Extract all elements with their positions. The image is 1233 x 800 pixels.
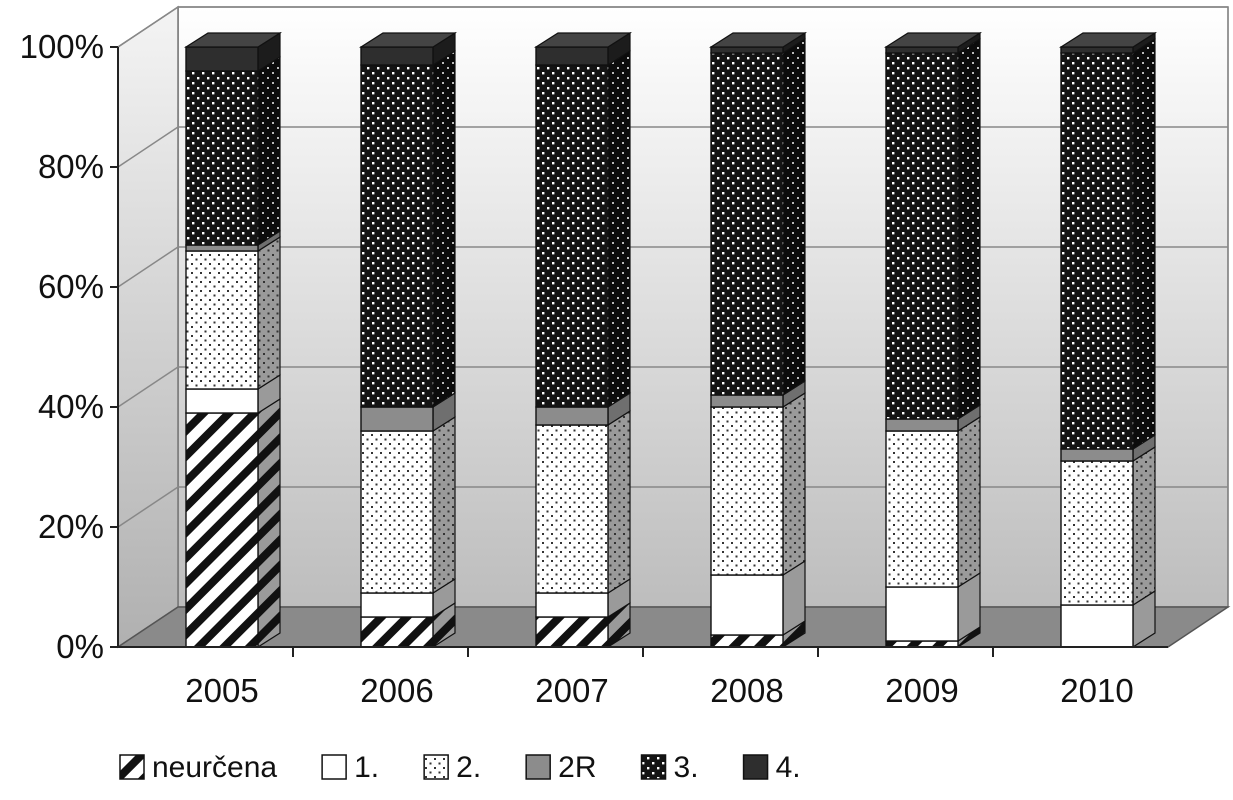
- bar-segment: [885, 586, 959, 642]
- bar-segment-side: [432, 415, 456, 595]
- bar-stack-2006: [358, 31, 458, 649]
- bar-segment-side: [257, 397, 281, 649]
- y-tick-label: 60%: [38, 268, 104, 305]
- gridline: [117, 486, 1228, 528]
- bar-segment: [710, 634, 784, 648]
- bar-segment: [710, 46, 784, 54]
- bar-segment: [885, 430, 959, 588]
- bar-segment-side: [1132, 445, 1156, 607]
- legend-swatch: [119, 754, 145, 780]
- bar-segment-side: [782, 391, 806, 577]
- bar-segment: [1060, 52, 1134, 450]
- bar-segment: [535, 64, 609, 408]
- gridline: [117, 366, 1228, 408]
- bar-segment: [360, 430, 434, 594]
- bar-segment: [710, 574, 784, 636]
- legend-item: neurčena: [119, 751, 277, 784]
- legend-item: 3.: [640, 751, 699, 784]
- legend-label: 1.: [354, 751, 379, 784]
- legend-swatch: [640, 754, 667, 780]
- x-tick-label: 2006: [360, 672, 433, 709]
- bar-stack-2009: [883, 31, 983, 649]
- x-tick-label: 2008: [710, 672, 783, 709]
- x-tick-label: 2005: [185, 672, 258, 709]
- bar-segment-side: [607, 409, 631, 595]
- bar-segment: [885, 418, 959, 432]
- bar-top: [358, 32, 458, 48]
- legend-label: 4.: [776, 751, 801, 784]
- bar-segment: [710, 52, 784, 396]
- legend-item: 2.: [423, 751, 481, 784]
- bar-segment: [535, 406, 609, 426]
- bar-segment: [360, 46, 434, 66]
- gridline: [117, 246, 1228, 288]
- y-tick-label: 40%: [38, 388, 104, 425]
- y-tick-label: 80%: [38, 148, 104, 185]
- bar-segment-side: [957, 415, 981, 589]
- x-tick-label: 2009: [885, 672, 958, 709]
- bar-segment: [1060, 448, 1134, 462]
- bar-segment: [1060, 460, 1134, 606]
- bar-top: [533, 32, 633, 48]
- legend-label: 3.: [674, 751, 699, 784]
- x-tick-label: 2010: [1060, 672, 1133, 709]
- legend-item: 4.: [742, 751, 801, 784]
- bar-segment: [185, 46, 259, 72]
- bar-segment: [185, 250, 259, 390]
- bar-segment: [885, 52, 959, 420]
- bar-top: [183, 32, 283, 48]
- bar-segment: [185, 244, 259, 252]
- bar-segment: [710, 406, 784, 576]
- legend-swatch: [525, 754, 551, 780]
- side-wall: [117, 5, 179, 649]
- bar-segment: [535, 592, 609, 618]
- legend-label: 2R: [558, 751, 596, 784]
- bar-segment-side: [432, 49, 456, 409]
- legend-label: 2.: [456, 751, 481, 784]
- bar-top: [883, 32, 983, 48]
- gridline: [117, 126, 1228, 168]
- y-tick-label: 20%: [38, 508, 104, 545]
- bar-segment: [185, 412, 259, 648]
- gridline: [117, 6, 1228, 48]
- bar-top: [708, 32, 808, 48]
- legend-label: neurčena: [152, 751, 277, 784]
- bar-segment-side: [257, 235, 281, 391]
- bar-stack-2008: [708, 31, 808, 649]
- bar-segment: [1060, 46, 1134, 54]
- bar-segment: [885, 46, 959, 54]
- legend-swatch: [321, 754, 347, 780]
- bar-segment: [360, 616, 434, 648]
- bar-stack-2010: [1058, 31, 1158, 649]
- bar-top: [1058, 32, 1158, 48]
- legend-swatch: [742, 754, 769, 780]
- bar-stack-2005: [183, 31, 283, 649]
- legend-swatch: [423, 754, 449, 780]
- legend-item: 1.: [321, 751, 379, 784]
- y-tick-label: 0%: [56, 628, 104, 665]
- bar-segment-side: [1132, 37, 1156, 451]
- x-tick-label: 2007: [535, 672, 608, 709]
- bar-segment: [710, 394, 784, 408]
- bar-segment: [360, 64, 434, 408]
- bar-segment: [360, 406, 434, 432]
- legend-item: 2R: [525, 751, 597, 784]
- bar-segment-side: [257, 55, 281, 247]
- bar-segment: [185, 388, 259, 414]
- bar-segment: [535, 424, 609, 594]
- bar-segment: [360, 592, 434, 618]
- bar-segment-side: [607, 49, 631, 409]
- bar-segment-side: [957, 37, 981, 421]
- bar-segment: [1060, 604, 1134, 648]
- bar-segment-side: [782, 37, 806, 397]
- bar-segment: [185, 70, 259, 246]
- bar-stack-2007: [533, 31, 633, 649]
- y-tick-label: 100%: [20, 28, 104, 65]
- back-wall: [177, 6, 1229, 608]
- bar-segment: [535, 46, 609, 66]
- bar-segment: [535, 616, 609, 648]
